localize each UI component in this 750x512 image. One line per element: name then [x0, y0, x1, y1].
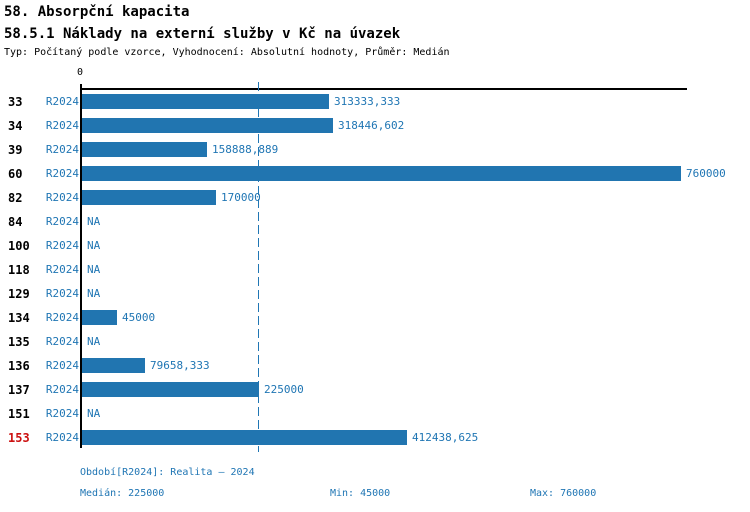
row-period-label: R2024 — [45, 239, 79, 252]
row-number-label: 82 — [8, 191, 23, 205]
footer-max-stat: Max: 760000 — [530, 488, 597, 499]
footer-median-stat: Medián: 225000 — [80, 488, 165, 499]
value-bar — [82, 430, 407, 445]
row-period-label: R2024 — [45, 143, 79, 156]
report-title: 58. Absorpční kapacita — [4, 4, 190, 20]
row-number-label: 39 — [8, 143, 23, 157]
row-period-label: R2024 — [45, 119, 79, 132]
chart-row: 129 R2024 NA — [0, 282, 750, 306]
value-label: 318446,602 — [338, 119, 405, 132]
chart-row: 33 R2024 313333,333 — [0, 90, 750, 114]
value-label: 412438,625 — [412, 431, 479, 444]
row-number-label: 135 — [8, 335, 30, 349]
row-period-label: R2024 — [45, 335, 79, 348]
chart-row: 34 R2024 318446,602 — [0, 114, 750, 138]
row-period-label: R2024 — [45, 359, 79, 372]
indicator-subtitle: Typ: Počítaný podle vzorce, Vyhodnocení:… — [4, 47, 450, 58]
y-axis-line — [80, 84, 82, 448]
value-bar — [82, 358, 145, 373]
row-number-label: 118 — [8, 263, 30, 277]
row-number-label: 153 — [8, 431, 30, 445]
indicator-title: 58.5.1 Náklady na externí služby v Kč na… — [4, 26, 401, 42]
row-period-label: R2024 — [45, 287, 79, 300]
value-bar — [82, 118, 333, 133]
row-number-label: 60 — [8, 167, 23, 181]
na-label: NA — [87, 335, 101, 348]
value-label: 79658,333 — [150, 359, 210, 372]
value-bar — [82, 382, 259, 397]
na-label: NA — [87, 239, 101, 252]
value-label: 158888,889 — [212, 143, 279, 156]
row-period-label: R2024 — [45, 431, 79, 444]
value-bar — [82, 166, 681, 181]
value-label: 313333,333 — [334, 95, 401, 108]
chart-row: 153 R2024 412438,625 — [0, 426, 750, 450]
value-bar — [82, 190, 216, 205]
row-period-label: R2024 — [45, 215, 79, 228]
chart-row: 39 R2024 158888,889 — [0, 138, 750, 162]
value-label: 225000 — [264, 383, 304, 396]
value-bar — [82, 94, 329, 109]
value-bar — [82, 142, 207, 157]
chart-row: 135 R2024 NA — [0, 330, 750, 354]
chart-row: 151 R2024 NA — [0, 402, 750, 426]
chart-row: 137 R2024 225000 — [0, 378, 750, 402]
row-number-label: 33 — [8, 95, 23, 109]
value-label: 170000 — [221, 191, 261, 204]
value-bar — [82, 310, 117, 325]
na-label: NA — [87, 287, 101, 300]
row-number-label: 151 — [8, 407, 30, 421]
value-label: 45000 — [122, 311, 156, 324]
na-label: NA — [87, 407, 101, 420]
row-period-label: R2024 — [45, 263, 79, 276]
median-reference-line — [258, 82, 259, 452]
row-period-label: R2024 — [45, 383, 79, 396]
x-axis-line — [80, 88, 687, 90]
row-period-label: R2024 — [45, 167, 79, 180]
chart-row: 82 R2024 170000 — [0, 186, 750, 210]
chart-row: 118 R2024 NA — [0, 258, 750, 282]
row-period-label: R2024 — [45, 95, 79, 108]
row-period-label: R2024 — [45, 311, 79, 324]
row-period-label: R2024 — [45, 191, 79, 204]
value-label: 760000 — [686, 167, 726, 180]
chart-row: 136 R2024 79658,333 — [0, 354, 750, 378]
row-number-label: 129 — [8, 287, 30, 301]
row-period-label: R2024 — [45, 407, 79, 420]
row-number-label: 136 — [8, 359, 30, 373]
chart-row: 100 R2024 NA — [0, 234, 750, 258]
footer-min-stat: Min: 45000 — [330, 488, 391, 499]
row-number-label: 34 — [8, 119, 23, 133]
row-number-label: 84 — [8, 215, 23, 229]
chart-row: 84 R2024 NA — [0, 210, 750, 234]
na-label: NA — [87, 263, 101, 276]
chart-row: 60 R2024 760000 — [0, 162, 750, 186]
axis-zero-tick-label: 0 — [76, 67, 84, 78]
row-number-label: 100 — [8, 239, 30, 253]
footer-period-legend: Období[R2024]: Realita – 2024 — [80, 467, 255, 478]
row-number-label: 134 — [8, 311, 30, 325]
na-label: NA — [87, 215, 101, 228]
row-number-label: 137 — [8, 383, 30, 397]
chart-row: 134 R2024 45000 — [0, 306, 750, 330]
